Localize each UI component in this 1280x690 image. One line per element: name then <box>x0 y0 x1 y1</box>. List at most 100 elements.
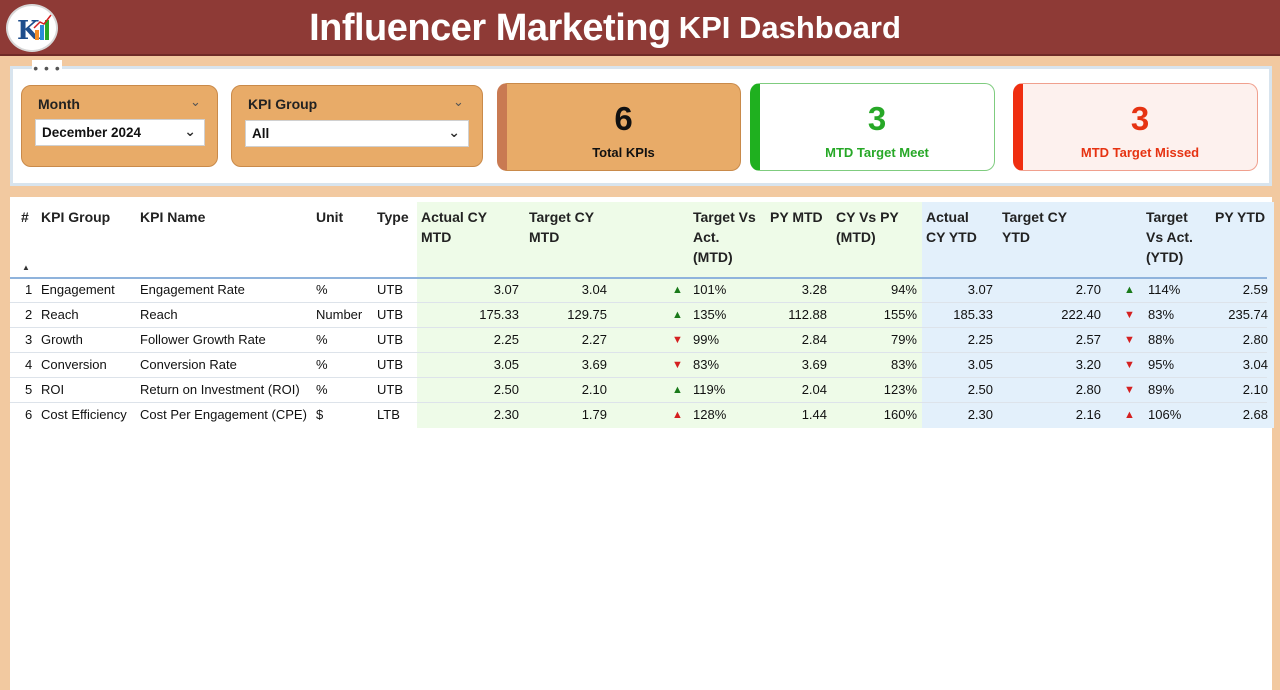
col-header-kpi-name[interactable]: KPI Name <box>140 209 206 225</box>
chevron-down-icon[interactable]: ⌄ <box>448 124 460 140</box>
cell-py-ytd: 235.74 <box>1228 307 1268 322</box>
cell-unit: % <box>316 382 328 397</box>
cell-unit: Number <box>316 307 363 322</box>
col-header-actual-cy-ytd[interactable]: Actual CY YTD <box>926 207 977 247</box>
cell-actual-mtd: 2.30 <box>493 407 519 422</box>
kpi-group-slicer-label: KPI Group <box>248 96 318 112</box>
cell-actual-ytd: 2.50 <box>967 382 993 397</box>
cell-unit: % <box>316 332 328 347</box>
cell-num: 5 <box>25 382 33 397</box>
cell-tva-mtd: 101% <box>693 282 727 297</box>
cell-target-ytd: 3.20 <box>1075 357 1101 372</box>
cell-num: 6 <box>25 407 33 422</box>
cell-py-ytd: 2.68 <box>1242 407 1268 422</box>
cell-type: UTB <box>377 357 403 372</box>
cell-cy-py-mtd: 94% <box>890 282 917 297</box>
cell-unit: % <box>316 357 328 372</box>
arrow-up-green-icon: ▲ <box>672 384 683 396</box>
arrow-up-green-icon: ▲ <box>1124 284 1135 296</box>
cell-type: UTB <box>377 307 403 322</box>
kpi-group-slicer[interactable]: KPI Group ⌄ All ⌄ <box>231 85 483 167</box>
dashboard-title: Influencer Marketing KPI Dashboard <box>0 0 1210 56</box>
col-header-target-cy-mtd[interactable]: Target CY MTD <box>529 207 594 247</box>
cell-py-mtd: 3.69 <box>801 357 827 372</box>
mtd-column-shade <box>417 202 922 428</box>
cell-cy-py-mtd: 79% <box>890 332 917 347</box>
cell-target-mtd: 1.79 <box>581 407 607 422</box>
cell-cy-py-mtd: 155% <box>883 307 917 322</box>
col-header-cy-vs-py-mtd[interactable]: CY Vs PY (MTD) <box>836 207 899 247</box>
col-header-kpi-group[interactable]: KPI Group <box>41 209 111 225</box>
cell-tva-ytd: 114% <box>1148 282 1181 297</box>
cell-group: Engagement <box>41 282 115 297</box>
cell-cy-py-mtd: 160% <box>883 407 917 422</box>
col-header-target-vs-act-mtd[interactable]: Target Vs Act. (MTD) <box>693 207 756 267</box>
more-options-icon[interactable]: • • • <box>32 60 62 84</box>
chevron-down-icon[interactable]: ⌄ <box>190 94 201 109</box>
row-divider <box>10 327 1267 328</box>
col-header-py-mtd[interactable]: PY MTD <box>770 209 823 225</box>
header-line: Target <box>1146 209 1188 225</box>
cell-name: Follower Growth Rate <box>140 332 266 347</box>
col-header-actual-cy-mtd[interactable]: Actual CY MTD <box>421 207 487 247</box>
cell-type: UTB <box>377 382 403 397</box>
cell-unit: $ <box>316 407 324 422</box>
cell-actual-ytd: 3.05 <box>967 357 993 372</box>
cell-actual-mtd: 2.25 <box>493 332 519 347</box>
cell-actual-ytd: 185.33 <box>953 307 993 322</box>
cell-actual-ytd: 2.30 <box>967 407 993 422</box>
month-slicer[interactable]: Month ⌄ December 2024 ⌄ <box>21 85 218 167</box>
cell-target-mtd: 3.04 <box>581 282 607 297</box>
cell-type: LTB <box>377 407 400 422</box>
cell-tva-ytd: 106% <box>1148 407 1182 422</box>
row-divider <box>10 377 1267 378</box>
cell-tva-mtd: 128% <box>693 407 727 422</box>
arrow-up-red-icon: ▲ <box>1124 409 1135 421</box>
mtd-target-missed-value: 3 <box>1130 100 1150 137</box>
cell-target-mtd: 2.10 <box>581 382 607 397</box>
total-kpis-caption: Total KPIs <box>592 145 655 160</box>
cell-type: UTB <box>377 282 403 297</box>
header-divider <box>10 277 1267 279</box>
cell-tva-mtd: 119% <box>693 382 726 397</box>
cell-target-mtd: 2.27 <box>581 332 607 347</box>
header-line: CY YTD <box>926 229 977 245</box>
title-part1: Influencer Marketing <box>309 6 671 49</box>
header-line: Target CY <box>529 209 595 225</box>
col-header-py-ytd[interactable]: PY YTD <box>1215 209 1266 225</box>
cell-target-mtd: 129.75 <box>567 307 607 322</box>
chevron-down-icon[interactable]: ⌄ <box>184 123 196 139</box>
cell-target-ytd: 2.70 <box>1075 282 1101 297</box>
ytd-column-shade <box>922 202 1274 428</box>
header-line: (MTD) <box>693 249 733 265</box>
total-kpis-card: 6 Total KPIs <box>497 83 741 171</box>
col-header-num[interactable]: # <box>21 209 29 225</box>
col-header-unit[interactable]: Unit <box>316 209 344 225</box>
col-header-target-cy-ytd[interactable]: Target CY YTD <box>1002 207 1067 247</box>
cell-actual-mtd: 3.05 <box>493 357 519 372</box>
kpi-group-dropdown[interactable]: All ⌄ <box>245 120 469 147</box>
sort-ascending-icon[interactable]: ▲ <box>22 263 30 272</box>
cell-target-ytd: 2.57 <box>1075 332 1101 347</box>
cell-name: Conversion Rate <box>140 357 237 372</box>
title-part2: KPI Dashboard <box>678 10 901 45</box>
cell-num: 3 <box>25 332 33 347</box>
month-dropdown[interactable]: December 2024 ⌄ <box>35 119 205 146</box>
col-header-target-vs-act-ytd[interactable]: Target Vs Act. (YTD) <box>1146 207 1193 267</box>
chevron-down-icon[interactable]: ⌄ <box>453 94 464 109</box>
cell-py-mtd: 2.84 <box>801 332 827 347</box>
cell-unit: % <box>316 282 328 297</box>
header-bar: K Influencer Marketing KPI Dashboard <box>0 0 1280 56</box>
kpi-table: # KPI Group KPI Name Unit Type Actual CY… <box>10 197 1274 690</box>
col-header-type[interactable]: Type <box>377 209 409 225</box>
cell-target-ytd: 2.16 <box>1075 407 1101 422</box>
arrow-down-red-icon: ▼ <box>1124 384 1135 396</box>
cell-py-ytd: 2.80 <box>1242 332 1268 347</box>
cell-name: Return on Investment (ROI) <box>140 382 300 397</box>
cell-num: 4 <box>25 357 33 372</box>
cell-name: Reach <box>140 307 178 322</box>
header-line: Act. <box>693 229 720 245</box>
cell-num: 2 <box>25 307 33 322</box>
cell-group: Cost Efficiency <box>41 407 127 422</box>
cell-tva-mtd: 83% <box>693 357 720 372</box>
